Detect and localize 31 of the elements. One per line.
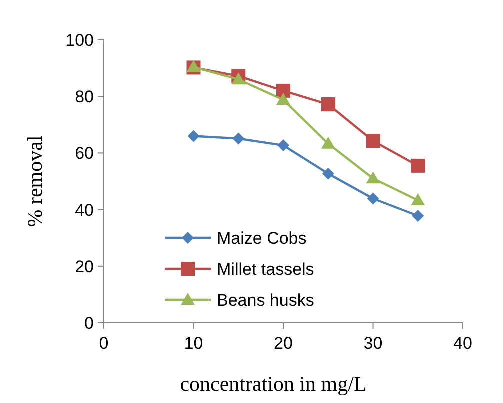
legend-label: Maize Cobs xyxy=(217,228,307,248)
point xyxy=(321,136,336,149)
point xyxy=(186,60,201,72)
point xyxy=(366,172,380,184)
y-tick-label: 100 xyxy=(66,30,94,50)
x-tick-label: 30 xyxy=(364,334,383,353)
point xyxy=(412,210,424,222)
legend-label: Beans husks xyxy=(217,290,314,310)
point xyxy=(188,130,200,142)
x-tick-label: 0 xyxy=(99,334,109,353)
point xyxy=(321,98,336,112)
y-tick-label: 20 xyxy=(75,257,94,276)
legend-label: Millet tassels xyxy=(217,260,314,279)
point xyxy=(322,168,334,180)
y-axis-title: % removal xyxy=(23,136,47,228)
x-tick-label: 40 xyxy=(454,334,472,353)
point xyxy=(411,193,426,206)
x-tick-label: 10 xyxy=(184,334,204,353)
y-tick-label: 60 xyxy=(75,144,94,164)
y-tick-label: 0 xyxy=(84,314,94,333)
x-axis-title: concentration in mg/L xyxy=(180,372,367,396)
point xyxy=(276,92,290,105)
point xyxy=(411,158,426,173)
point xyxy=(367,192,380,205)
point xyxy=(366,134,380,148)
point xyxy=(232,132,245,145)
y-tick-label: 80 xyxy=(75,88,94,107)
x-tick-label: 20 xyxy=(274,334,293,353)
y-tick-label: 40 xyxy=(75,200,94,220)
point xyxy=(232,72,246,85)
point xyxy=(278,140,290,152)
